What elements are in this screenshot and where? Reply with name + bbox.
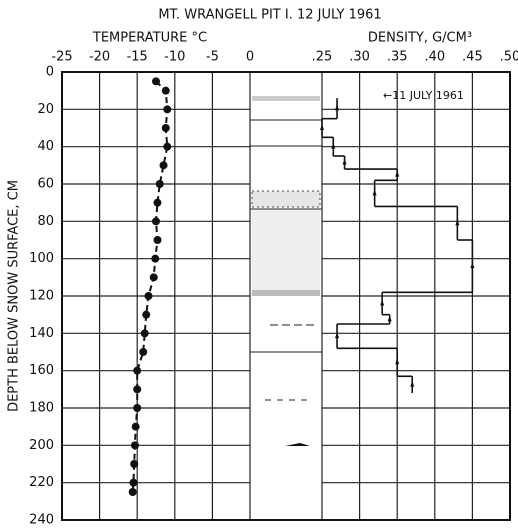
temperature-point (152, 77, 160, 85)
y-tick-label: 140 (29, 326, 54, 341)
x-tick-label: -15 (127, 50, 148, 65)
y-tick-label: 100 (29, 251, 54, 266)
layer-fill (252, 209, 320, 294)
y-tick-label: 40 (37, 139, 54, 154)
x2-axis-label: DENSITY, G/CM³ (368, 31, 472, 46)
ice-lens (285, 443, 310, 446)
y-tick-label: 120 (29, 289, 54, 304)
x2-tick-label: .45 (462, 50, 483, 65)
temperature-point (154, 236, 162, 244)
temperature-point (163, 105, 171, 113)
temperature-point (144, 292, 152, 300)
temperature-point (150, 273, 158, 281)
temperature-point (129, 479, 137, 487)
annotation: ←11 JULY 1961 (383, 89, 464, 102)
temperature-point (130, 460, 138, 468)
density-tick (373, 189, 377, 195)
x2-tick-label: .40 (424, 50, 445, 65)
y-tick-label: 80 (37, 214, 54, 229)
density-tick (455, 219, 459, 225)
density-tick (335, 104, 339, 110)
temperature-point (142, 311, 150, 319)
temperature-point (141, 329, 149, 337)
density-tick (410, 381, 414, 387)
density-tick (395, 171, 399, 177)
y-tick-label: 240 (29, 513, 54, 528)
y-tick-label: 220 (29, 475, 54, 490)
density-tick (331, 143, 335, 149)
temperature-point (162, 124, 170, 132)
temperature-point (162, 87, 170, 95)
y-tick-label: 180 (29, 401, 54, 416)
density-tick (388, 315, 392, 321)
y-tick-label: 60 (37, 177, 54, 192)
y-tick-label: 0 (46, 65, 54, 80)
x2-tick-label: .50 (500, 50, 518, 65)
density-tick (470, 262, 474, 268)
temperature-point (151, 255, 159, 263)
x-tick-label: -20 (89, 50, 110, 65)
density-tick (395, 358, 399, 364)
layer-fill (252, 290, 320, 296)
x-tick-label: 0 (246, 50, 254, 65)
stratigraphy (250, 96, 322, 446)
layer-fill (252, 191, 320, 207)
temperature-point (152, 217, 160, 225)
temperature-point (129, 488, 137, 496)
temperature-point (139, 348, 147, 356)
temperature-line (133, 81, 168, 492)
x-tick-label: -5 (206, 50, 219, 65)
temperature-point (156, 180, 164, 188)
x2-tick-label: .25 (312, 50, 333, 65)
temperature-point (163, 143, 171, 151)
x-tick-label: -25 (51, 50, 72, 65)
x2-tick-label: .35 (387, 50, 408, 65)
temperature-point (132, 423, 140, 431)
layer-fill (252, 96, 320, 101)
chart: MT. WRANGELL PIT I. 12 JULY 1961 TEMPERA… (0, 0, 518, 529)
temperature-point (131, 441, 139, 449)
chart-title: MT. WRANGELL PIT I. 12 JULY 1961 (158, 8, 381, 23)
temperature-point (160, 161, 168, 169)
x2-tick-label: .30 (349, 50, 370, 65)
temperature-point (133, 404, 141, 412)
density-tick (320, 124, 324, 130)
x-axis-label: TEMPERATURE °C (92, 31, 207, 46)
density-tick (343, 159, 347, 165)
temperature-point (133, 367, 141, 375)
x-tick-label: -10 (164, 50, 185, 65)
y-axis-label: DEPTH BELOW SNOW SURFACE, CM (7, 180, 22, 412)
y-tick-label: 160 (29, 363, 54, 378)
temperature-point (133, 385, 141, 393)
y-tick-label: 200 (29, 438, 54, 453)
y-tick-label: 20 (37, 102, 54, 117)
density-tick (380, 299, 384, 305)
temperature-point (154, 199, 162, 207)
